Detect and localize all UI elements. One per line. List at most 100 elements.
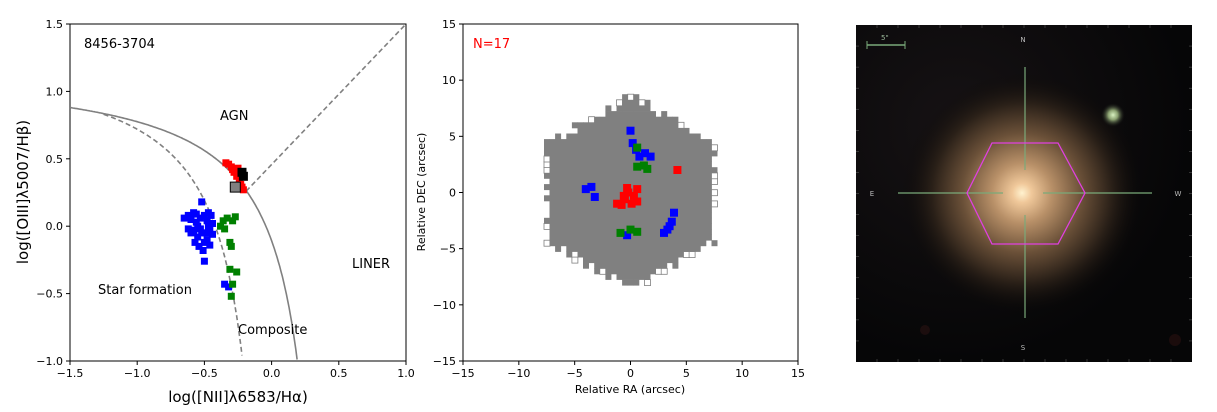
bpt-point (203, 217, 211, 225)
spaxel (627, 273, 634, 280)
spaxel (627, 93, 635, 101)
spaxel (611, 116, 617, 123)
spaxel (694, 167, 701, 174)
spaxel (644, 279, 651, 287)
bpt-x-tick-label: −1.5 (57, 367, 84, 380)
bpt-point (229, 217, 237, 225)
spaxel (616, 105, 623, 112)
spaxel (566, 139, 573, 146)
spaxel (627, 268, 634, 275)
spaxel (705, 167, 712, 174)
spaxel (571, 229, 578, 235)
spaxel (566, 161, 573, 168)
bpt-y-tick-label: 1.0 (46, 85, 64, 98)
spaxel (611, 234, 617, 241)
spaxel (683, 223, 690, 230)
spaxel (650, 122, 656, 129)
spaxel (633, 217, 640, 224)
spaxel (566, 172, 573, 179)
spaxel (672, 133, 679, 140)
spaxel (650, 212, 656, 219)
spaxel (705, 172, 712, 179)
spaxel (644, 200, 651, 207)
spaxel (644, 99, 651, 106)
spaxel (583, 240, 589, 247)
map-point (670, 208, 678, 217)
spaxel (711, 178, 718, 185)
spaxel (594, 212, 601, 219)
spaxel (689, 245, 696, 252)
spaxel (622, 156, 629, 162)
spaxel (666, 161, 673, 168)
spaxel (555, 212, 562, 219)
spaxel (599, 184, 606, 191)
spaxel (638, 212, 645, 219)
spaxel (672, 156, 679, 162)
spaxel (705, 139, 712, 146)
map-x-axis-label: Relative RA (arcsec) (575, 383, 685, 396)
spaxel (577, 184, 584, 191)
spaxel (622, 178, 629, 185)
spaxel (661, 212, 668, 219)
spaxel (566, 167, 573, 174)
spaxel (633, 99, 640, 106)
bpt-point (195, 242, 203, 250)
spaxel (689, 139, 696, 146)
spaxel (644, 127, 651, 134)
spaxel (560, 172, 567, 179)
spaxel (555, 240, 562, 247)
map-point (633, 143, 642, 152)
spaxel (544, 217, 550, 224)
bpt-y-tick-label: −0.5 (36, 288, 63, 301)
spaxel (655, 156, 662, 162)
spaxel (644, 111, 651, 118)
spaxel (655, 116, 662, 123)
map-point (646, 152, 655, 161)
spaxel (672, 251, 679, 258)
spaxel (677, 121, 685, 129)
map-point (581, 185, 590, 194)
spaxel (711, 200, 718, 208)
spaxel (655, 212, 662, 219)
spaxel (549, 240, 556, 247)
spaxel (694, 195, 701, 202)
spaxel (555, 234, 562, 241)
spaxel (544, 172, 550, 179)
bpt-point (219, 217, 227, 225)
spaxel (605, 251, 612, 258)
spaxel (666, 178, 673, 185)
spaxel (678, 161, 684, 168)
spaxel (571, 150, 578, 157)
spaxel (672, 234, 679, 241)
spaxel (655, 150, 662, 157)
spaxel (705, 195, 712, 202)
map-point (633, 162, 642, 171)
spaxel (605, 178, 612, 185)
spaxel (644, 212, 651, 219)
spaxel (577, 144, 584, 151)
bpt-point (227, 242, 235, 250)
spaxel (560, 212, 567, 219)
spaxel (694, 245, 701, 252)
spaxel (661, 195, 668, 202)
spaxel (661, 161, 668, 168)
bpt-plate-id: 8456-3704 (84, 37, 155, 52)
spaxel (694, 229, 701, 235)
spaxel (655, 223, 662, 230)
spaxel (605, 217, 612, 224)
spaxel (638, 273, 645, 280)
spaxel (627, 257, 634, 264)
spaxel (711, 167, 718, 174)
spaxel (644, 184, 651, 191)
spaxel (689, 206, 696, 213)
spaxel (638, 234, 645, 241)
spaxel (627, 111, 634, 118)
spaxel (555, 195, 562, 202)
spaxel (588, 251, 595, 258)
spaxel (700, 184, 707, 191)
spaxel (633, 94, 640, 101)
spaxel (650, 133, 656, 140)
spaxel (555, 161, 562, 168)
spaxel (583, 127, 589, 134)
spaxel (543, 222, 551, 230)
